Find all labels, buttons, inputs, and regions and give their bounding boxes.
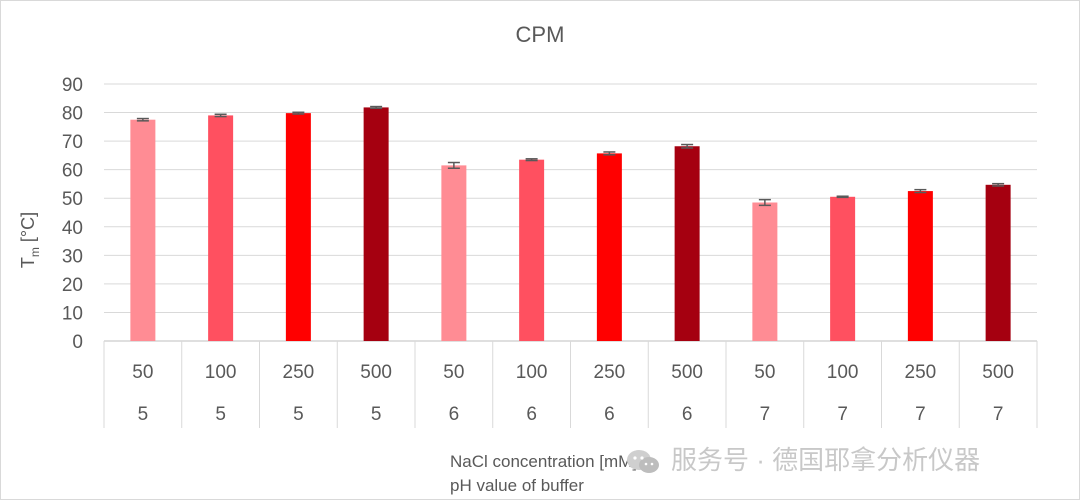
x-tick-label-nacl: 500 (360, 362, 392, 383)
x-tick-label-ph: 7 (837, 404, 848, 425)
x-tick-label-nacl: 500 (671, 362, 703, 383)
wechat-icon (627, 450, 659, 474)
x-tick-label-nacl: 500 (982, 362, 1014, 383)
y-tick-label: 70 (62, 132, 83, 153)
y-tick-label: 40 (62, 218, 83, 239)
x-tick-label-nacl: 100 (827, 362, 859, 383)
bar (596, 153, 622, 341)
x-tick-label-ph: 6 (604, 404, 615, 425)
x-tick-label-ph: 7 (760, 404, 771, 425)
bar (441, 165, 467, 341)
y-tick-label: 80 (62, 104, 83, 125)
x-tick-label-ph: 5 (138, 404, 149, 425)
x-tick-label-ph: 6 (682, 404, 693, 425)
x-tick-label-nacl: 100 (205, 362, 237, 383)
x-tick-label-ph: 7 (993, 404, 1004, 425)
y-tick-label: 90 (62, 75, 83, 96)
x-tick-label-nacl: 50 (754, 362, 775, 383)
bar (208, 115, 234, 342)
x-tick-label-nacl: 250 (594, 362, 626, 383)
x-tick-label-nacl: 50 (443, 362, 464, 383)
bar (130, 119, 156, 341)
x-tick-label-ph: 6 (449, 404, 460, 425)
bar (519, 159, 545, 341)
x-tick-label-ph: 5 (293, 404, 304, 425)
y-tick-label: 30 (62, 246, 83, 267)
bar (285, 113, 311, 341)
x-axis-label-nacl: NaCl concentration [mM] (450, 452, 638, 471)
x-tick-label-ph: 5 (371, 404, 382, 425)
x-tick-label-nacl: 250 (905, 362, 937, 383)
y-tick-label: 10 (62, 303, 83, 324)
x-tick-label-ph: 5 (215, 404, 226, 425)
bar (674, 146, 700, 341)
y-tick-label: 60 (62, 161, 83, 182)
bar (907, 191, 933, 341)
y-tick-label: 0 (72, 332, 83, 353)
bar (752, 202, 778, 341)
bar (985, 184, 1011, 341)
x-tick-label-nacl: 50 (132, 362, 153, 383)
x-tick-label-ph: 7 (915, 404, 926, 425)
x-tick-label-nacl: 250 (283, 362, 315, 383)
x-axis-labels: NaCl concentration [mM] pH value of buff… (450, 450, 637, 498)
bar (830, 196, 856, 341)
watermark: 服务号 · 德国耶拿分析仪器 (625, 440, 980, 477)
y-tick-label: 50 (62, 189, 83, 210)
watermark-text: 服务号 · 德国耶拿分析仪器 (671, 445, 981, 475)
bar (363, 107, 389, 341)
x-axis-label-ph: pH value of buffer (450, 476, 584, 495)
x-tick-label-ph: 6 (526, 404, 537, 425)
chart-title: CPM (515, 22, 565, 47)
y-tick-label: 20 (62, 275, 83, 296)
x-tick-label-nacl: 100 (516, 362, 548, 383)
